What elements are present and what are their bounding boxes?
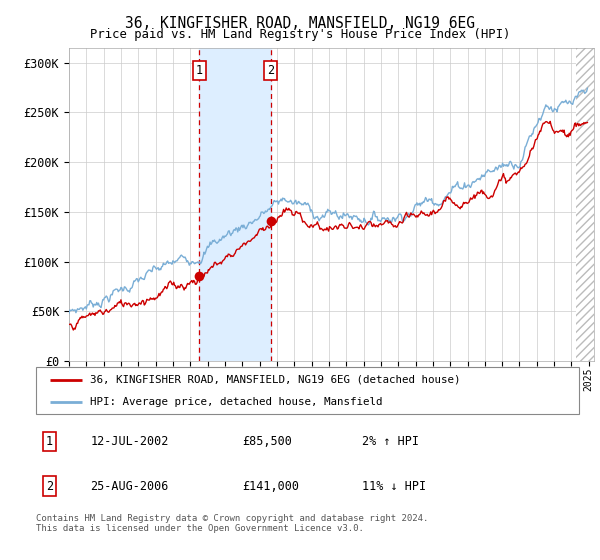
Text: 12-JUL-2002: 12-JUL-2002: [91, 435, 169, 448]
Text: 1: 1: [196, 64, 203, 77]
Text: 2: 2: [46, 480, 53, 493]
Text: 25-AUG-2006: 25-AUG-2006: [91, 480, 169, 493]
Text: Contains HM Land Registry data © Crown copyright and database right 2024.
This d: Contains HM Land Registry data © Crown c…: [36, 514, 428, 534]
Text: £141,000: £141,000: [242, 480, 299, 493]
Text: 36, KINGFISHER ROAD, MANSFIELD, NG19 6EG (detached house): 36, KINGFISHER ROAD, MANSFIELD, NG19 6EG…: [91, 375, 461, 385]
Text: Price paid vs. HM Land Registry's House Price Index (HPI): Price paid vs. HM Land Registry's House …: [90, 28, 510, 41]
Text: 2: 2: [267, 64, 274, 77]
FancyBboxPatch shape: [36, 367, 579, 414]
Text: £85,500: £85,500: [242, 435, 292, 448]
Text: 1: 1: [46, 435, 53, 448]
Text: HPI: Average price, detached house, Mansfield: HPI: Average price, detached house, Mans…: [91, 396, 383, 407]
Bar: [576, 48, 600, 361]
Text: 2% ↑ HPI: 2% ↑ HPI: [362, 435, 419, 448]
Text: 36, KINGFISHER ROAD, MANSFIELD, NG19 6EG: 36, KINGFISHER ROAD, MANSFIELD, NG19 6EG: [125, 16, 475, 31]
Text: 11% ↓ HPI: 11% ↓ HPI: [362, 480, 426, 493]
Bar: [576, 48, 600, 361]
Bar: [199, 48, 271, 361]
